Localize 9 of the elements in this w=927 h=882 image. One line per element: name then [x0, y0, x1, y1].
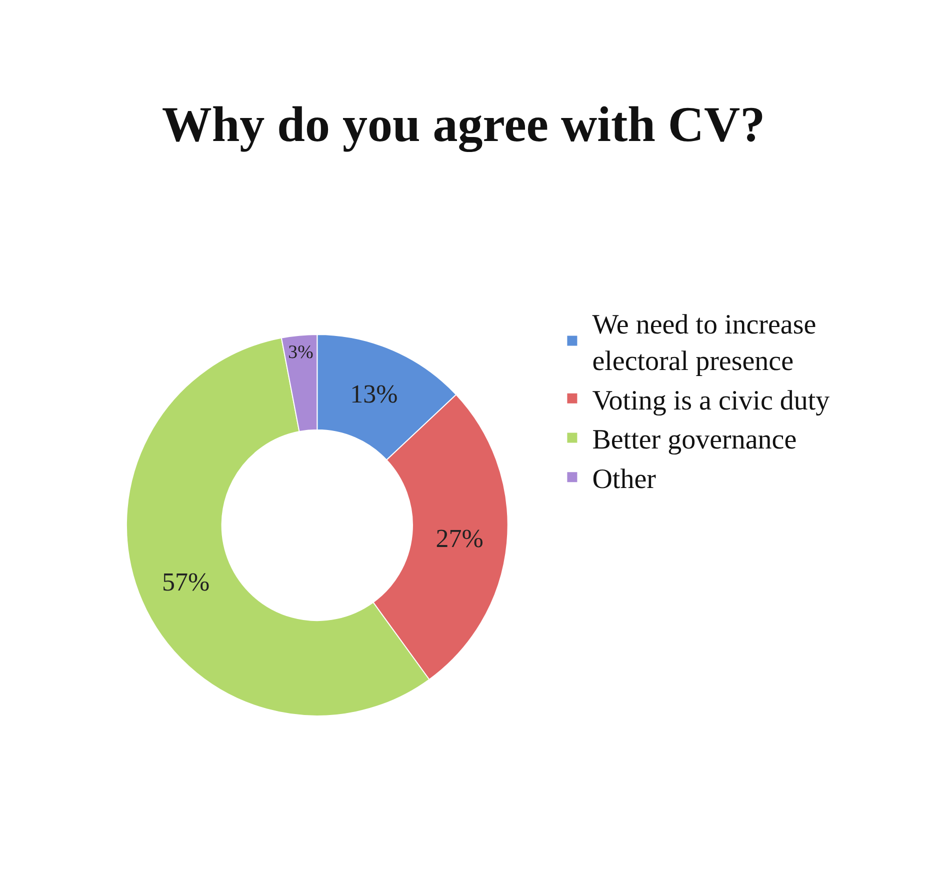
legend-label: Better governance: [592, 424, 797, 456]
data-label: 13%: [350, 379, 398, 408]
data-label: 3%: [288, 342, 314, 363]
legend-label: Voting is a civic duty: [592, 385, 830, 416]
legend-label: Other: [592, 464, 657, 496]
data-label: 27%: [436, 524, 484, 554]
chart-title: Why do you agree with CV?: [162, 96, 766, 153]
legend-label: We need to increase electoral presence: [592, 309, 816, 377]
data-label: 57%: [162, 568, 210, 597]
